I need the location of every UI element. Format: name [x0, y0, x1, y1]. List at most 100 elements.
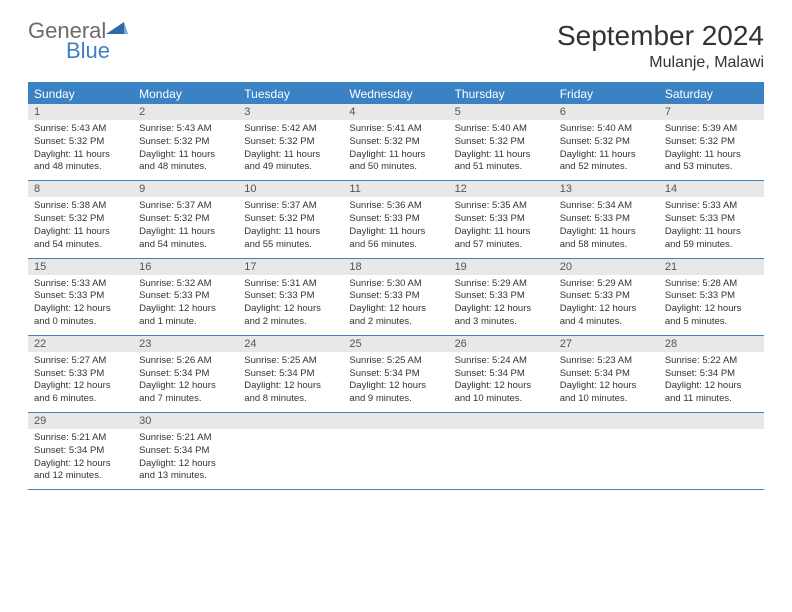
daylight-text: Daylight: 11 hours: [34, 149, 127, 162]
day-number: 6: [554, 104, 659, 120]
day-number: [554, 413, 659, 429]
day-number: [238, 413, 343, 429]
week-row: Sunrise: 5:33 AMSunset: 5:33 PMDaylight:…: [28, 275, 764, 336]
weekday-header: Tuesday: [238, 84, 343, 104]
daylight-text-2: and 54 minutes.: [34, 239, 127, 252]
daylight-text: Daylight: 11 hours: [34, 226, 127, 239]
day-number: 21: [659, 259, 764, 275]
day-cell: Sunrise: 5:35 AMSunset: 5:33 PMDaylight:…: [449, 197, 554, 257]
day-cell: Sunrise: 5:27 AMSunset: 5:33 PMDaylight:…: [28, 352, 133, 412]
daylight-text-2: and 57 minutes.: [455, 239, 548, 252]
day-number: 25: [343, 336, 448, 352]
sunset-text: Sunset: 5:33 PM: [34, 368, 127, 381]
week-daynum-row: 891011121314: [28, 181, 764, 197]
day-cell: [343, 429, 448, 489]
sunset-text: Sunset: 5:34 PM: [665, 368, 758, 381]
day-number: 14: [659, 181, 764, 197]
sunset-text: Sunset: 5:34 PM: [349, 368, 442, 381]
title-block: September 2024 Mulanje, Malawi: [557, 20, 764, 72]
daylight-text: Daylight: 12 hours: [139, 458, 232, 471]
daylight-text-2: and 2 minutes.: [349, 316, 442, 329]
daylight-text: Daylight: 11 hours: [244, 149, 337, 162]
daylight-text-2: and 54 minutes.: [139, 239, 232, 252]
daylight-text-2: and 1 minute.: [139, 316, 232, 329]
sunset-text: Sunset: 5:33 PM: [665, 213, 758, 226]
sunrise-text: Sunrise: 5:41 AM: [349, 123, 442, 136]
sunrise-text: Sunrise: 5:43 AM: [139, 123, 232, 136]
daylight-text: Daylight: 12 hours: [34, 458, 127, 471]
month-title: September 2024: [557, 20, 764, 52]
daylight-text: Daylight: 12 hours: [349, 303, 442, 316]
day-number: 20: [554, 259, 659, 275]
sunrise-text: Sunrise: 5:25 AM: [349, 355, 442, 368]
daylight-text-2: and 58 minutes.: [560, 239, 653, 252]
week-daynum-row: 1234567: [28, 104, 764, 120]
daylight-text-2: and 11 minutes.: [665, 393, 758, 406]
day-cell: Sunrise: 5:42 AMSunset: 5:32 PMDaylight:…: [238, 120, 343, 180]
daylight-text-2: and 59 minutes.: [665, 239, 758, 252]
daylight-text-2: and 13 minutes.: [139, 470, 232, 483]
sunrise-text: Sunrise: 5:31 AM: [244, 278, 337, 291]
daylight-text-2: and 12 minutes.: [34, 470, 127, 483]
day-number: 1: [28, 104, 133, 120]
day-cell: Sunrise: 5:43 AMSunset: 5:32 PMDaylight:…: [28, 120, 133, 180]
sunrise-text: Sunrise: 5:33 AM: [665, 200, 758, 213]
daylight-text: Daylight: 11 hours: [560, 149, 653, 162]
logo-text-block: General Blue: [28, 20, 128, 64]
day-number: 4: [343, 104, 448, 120]
daylight-text: Daylight: 11 hours: [455, 149, 548, 162]
daylight-text: Daylight: 12 hours: [34, 380, 127, 393]
day-cell: Sunrise: 5:41 AMSunset: 5:32 PMDaylight:…: [343, 120, 448, 180]
day-cell: [449, 429, 554, 489]
daylight-text-2: and 0 minutes.: [34, 316, 127, 329]
sunrise-text: Sunrise: 5:36 AM: [349, 200, 442, 213]
sunset-text: Sunset: 5:34 PM: [455, 368, 548, 381]
day-cell: Sunrise: 5:40 AMSunset: 5:32 PMDaylight:…: [554, 120, 659, 180]
sunset-text: Sunset: 5:32 PM: [34, 213, 127, 226]
daylight-text-2: and 9 minutes.: [349, 393, 442, 406]
week-row: Sunrise: 5:27 AMSunset: 5:33 PMDaylight:…: [28, 352, 764, 413]
day-cell: Sunrise: 5:33 AMSunset: 5:33 PMDaylight:…: [659, 197, 764, 257]
sunset-text: Sunset: 5:32 PM: [34, 136, 127, 149]
day-cell: Sunrise: 5:22 AMSunset: 5:34 PMDaylight:…: [659, 352, 764, 412]
day-cell: Sunrise: 5:38 AMSunset: 5:32 PMDaylight:…: [28, 197, 133, 257]
sunrise-text: Sunrise: 5:29 AM: [560, 278, 653, 291]
weeks-container: 1234567Sunrise: 5:43 AMSunset: 5:32 PMDa…: [28, 104, 764, 490]
daylight-text-2: and 2 minutes.: [244, 316, 337, 329]
day-number: 16: [133, 259, 238, 275]
daylight-text: Daylight: 12 hours: [560, 380, 653, 393]
daylight-text: Daylight: 12 hours: [349, 380, 442, 393]
daylight-text-2: and 6 minutes.: [34, 393, 127, 406]
sunrise-text: Sunrise: 5:24 AM: [455, 355, 548, 368]
sunrise-text: Sunrise: 5:37 AM: [244, 200, 337, 213]
day-cell: Sunrise: 5:36 AMSunset: 5:33 PMDaylight:…: [343, 197, 448, 257]
week-row: Sunrise: 5:21 AMSunset: 5:34 PMDaylight:…: [28, 429, 764, 490]
sunset-text: Sunset: 5:33 PM: [455, 213, 548, 226]
daylight-text-2: and 53 minutes.: [665, 161, 758, 174]
day-cell: Sunrise: 5:26 AMSunset: 5:34 PMDaylight:…: [133, 352, 238, 412]
sunset-text: Sunset: 5:33 PM: [560, 213, 653, 226]
sunset-text: Sunset: 5:33 PM: [349, 290, 442, 303]
sunrise-text: Sunrise: 5:35 AM: [455, 200, 548, 213]
sunrise-text: Sunrise: 5:37 AM: [139, 200, 232, 213]
day-number: 15: [28, 259, 133, 275]
day-cell: Sunrise: 5:25 AMSunset: 5:34 PMDaylight:…: [238, 352, 343, 412]
day-number: [343, 413, 448, 429]
daylight-text: Daylight: 12 hours: [139, 380, 232, 393]
day-cell: Sunrise: 5:33 AMSunset: 5:33 PMDaylight:…: [28, 275, 133, 335]
daylight-text: Daylight: 12 hours: [455, 380, 548, 393]
day-number: 5: [449, 104, 554, 120]
week-row: Sunrise: 5:43 AMSunset: 5:32 PMDaylight:…: [28, 120, 764, 181]
daylight-text: Daylight: 11 hours: [349, 226, 442, 239]
sunset-text: Sunset: 5:32 PM: [560, 136, 653, 149]
daylight-text: Daylight: 12 hours: [455, 303, 548, 316]
calendar-page: General Blue September 2024 Mulanje, Mal…: [0, 0, 792, 510]
sunrise-text: Sunrise: 5:21 AM: [34, 432, 127, 445]
day-number: 8: [28, 181, 133, 197]
sunset-text: Sunset: 5:33 PM: [139, 290, 232, 303]
sunrise-text: Sunrise: 5:33 AM: [34, 278, 127, 291]
sunrise-text: Sunrise: 5:30 AM: [349, 278, 442, 291]
sunset-text: Sunset: 5:33 PM: [34, 290, 127, 303]
daylight-text: Daylight: 11 hours: [560, 226, 653, 239]
sunrise-text: Sunrise: 5:26 AM: [139, 355, 232, 368]
